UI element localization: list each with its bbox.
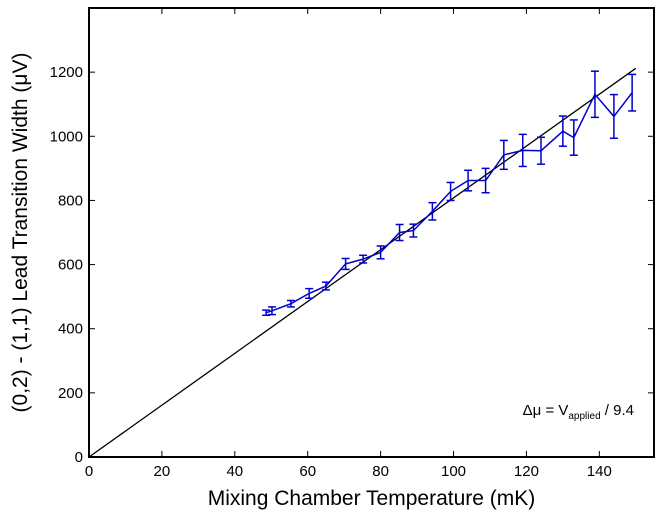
y-axis-title: (0,2) - (1,1) Lead Transition Width (μV) [9,53,32,413]
annotation-suffix: / 9.4 [601,402,634,419]
x-tick-label: 100 [441,463,466,480]
annotation-prefix: Δμ = V [523,402,569,419]
y-tick-label: 800 [58,192,83,209]
y-tick-label: 200 [58,385,83,402]
x-tick-label: 0 [85,463,93,480]
x-tick-label: 80 [372,463,389,480]
y-tick-label: 0 [75,449,83,466]
x-tick-label: 140 [587,463,612,480]
y-tick-label: 1200 [50,64,83,81]
annotation-delta-mu: Δμ = Vapplied / 9.4 [523,402,634,422]
data-series-layer [262,70,637,316]
x-tick-label: 20 [154,463,171,480]
x-tick-label: 60 [299,463,316,480]
x-axis-title: Mixing Chamber Temperature (mK) [208,487,536,510]
y-tick-label: 600 [58,257,83,274]
annotation-subscript: applied [568,411,600,422]
data-series-line [265,92,633,314]
plot-frame [88,7,655,458]
ticks-layer: 0 20 40 60 80 100 120 140 0 200 400 600 800 1000 1200 [50,8,654,480]
y-tick-label: 400 [58,321,83,338]
x-tick-label: 120 [514,463,539,480]
x-tick-label: 40 [226,463,243,480]
y-tick-label: 1000 [50,128,83,145]
